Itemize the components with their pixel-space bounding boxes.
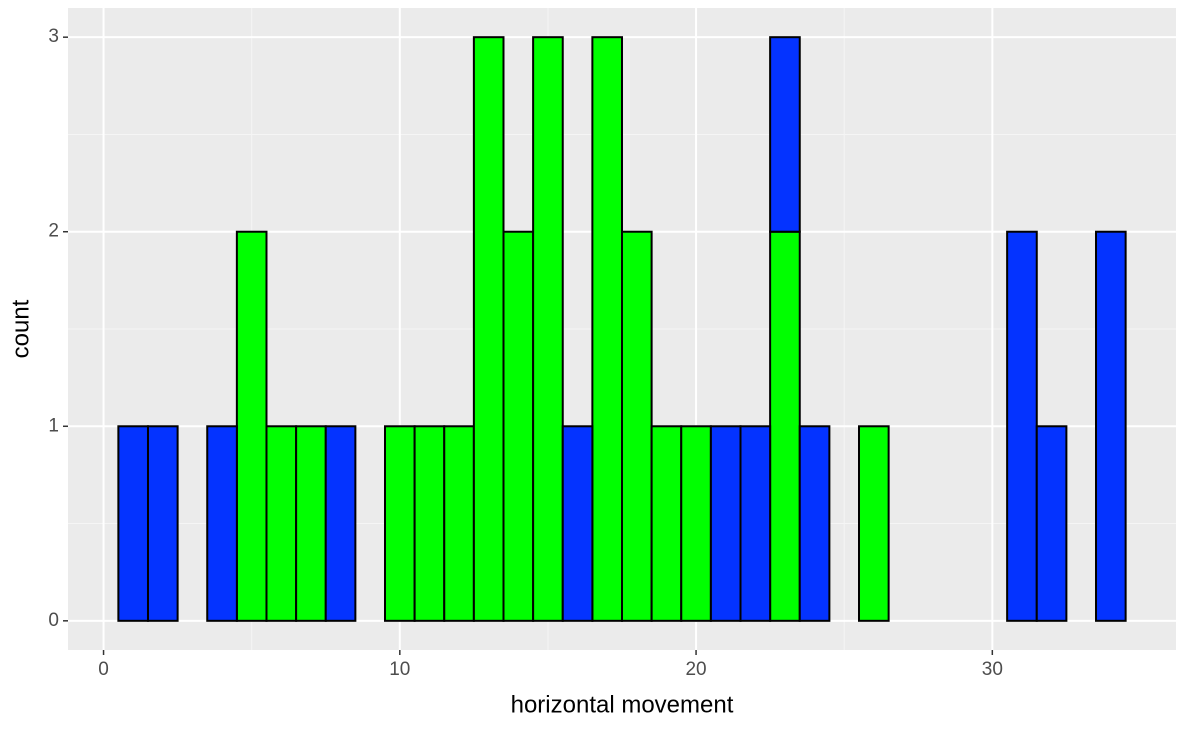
bar bbox=[1035, 425, 1068, 622]
bar bbox=[858, 425, 890, 622]
bar bbox=[1006, 230, 1038, 622]
bar bbox=[739, 425, 772, 622]
y-axis-title: count bbox=[7, 299, 34, 358]
bar bbox=[265, 425, 298, 622]
bar bbox=[235, 230, 268, 622]
bar bbox=[621, 230, 653, 622]
x-tick-label: 20 bbox=[685, 659, 706, 680]
bar bbox=[413, 425, 446, 622]
bar bbox=[769, 36, 801, 233]
bar bbox=[1095, 230, 1127, 622]
bar bbox=[117, 425, 149, 622]
bar bbox=[561, 425, 594, 622]
bar bbox=[324, 425, 357, 622]
bar bbox=[443, 425, 475, 622]
bar bbox=[709, 425, 742, 622]
y-tick-label: 0 bbox=[48, 610, 59, 631]
x-axis-title: horizontal movement bbox=[511, 691, 734, 718]
bar bbox=[769, 230, 801, 622]
x-tick-label: 10 bbox=[389, 659, 410, 680]
bar bbox=[206, 425, 238, 622]
bar bbox=[146, 425, 179, 622]
bar bbox=[650, 425, 683, 622]
bar bbox=[472, 36, 505, 622]
bar bbox=[295, 425, 327, 622]
x-tick-label: 0 bbox=[98, 659, 109, 680]
y-tick-label: 3 bbox=[48, 26, 59, 47]
bar bbox=[591, 36, 623, 622]
bar bbox=[680, 425, 712, 622]
x-tick-label: 30 bbox=[982, 659, 1003, 680]
bar bbox=[383, 425, 416, 622]
bar bbox=[798, 425, 831, 622]
bar bbox=[532, 36, 564, 622]
y-tick-label: 1 bbox=[48, 415, 59, 436]
bar bbox=[502, 230, 535, 622]
y-tick-label: 2 bbox=[48, 221, 59, 242]
